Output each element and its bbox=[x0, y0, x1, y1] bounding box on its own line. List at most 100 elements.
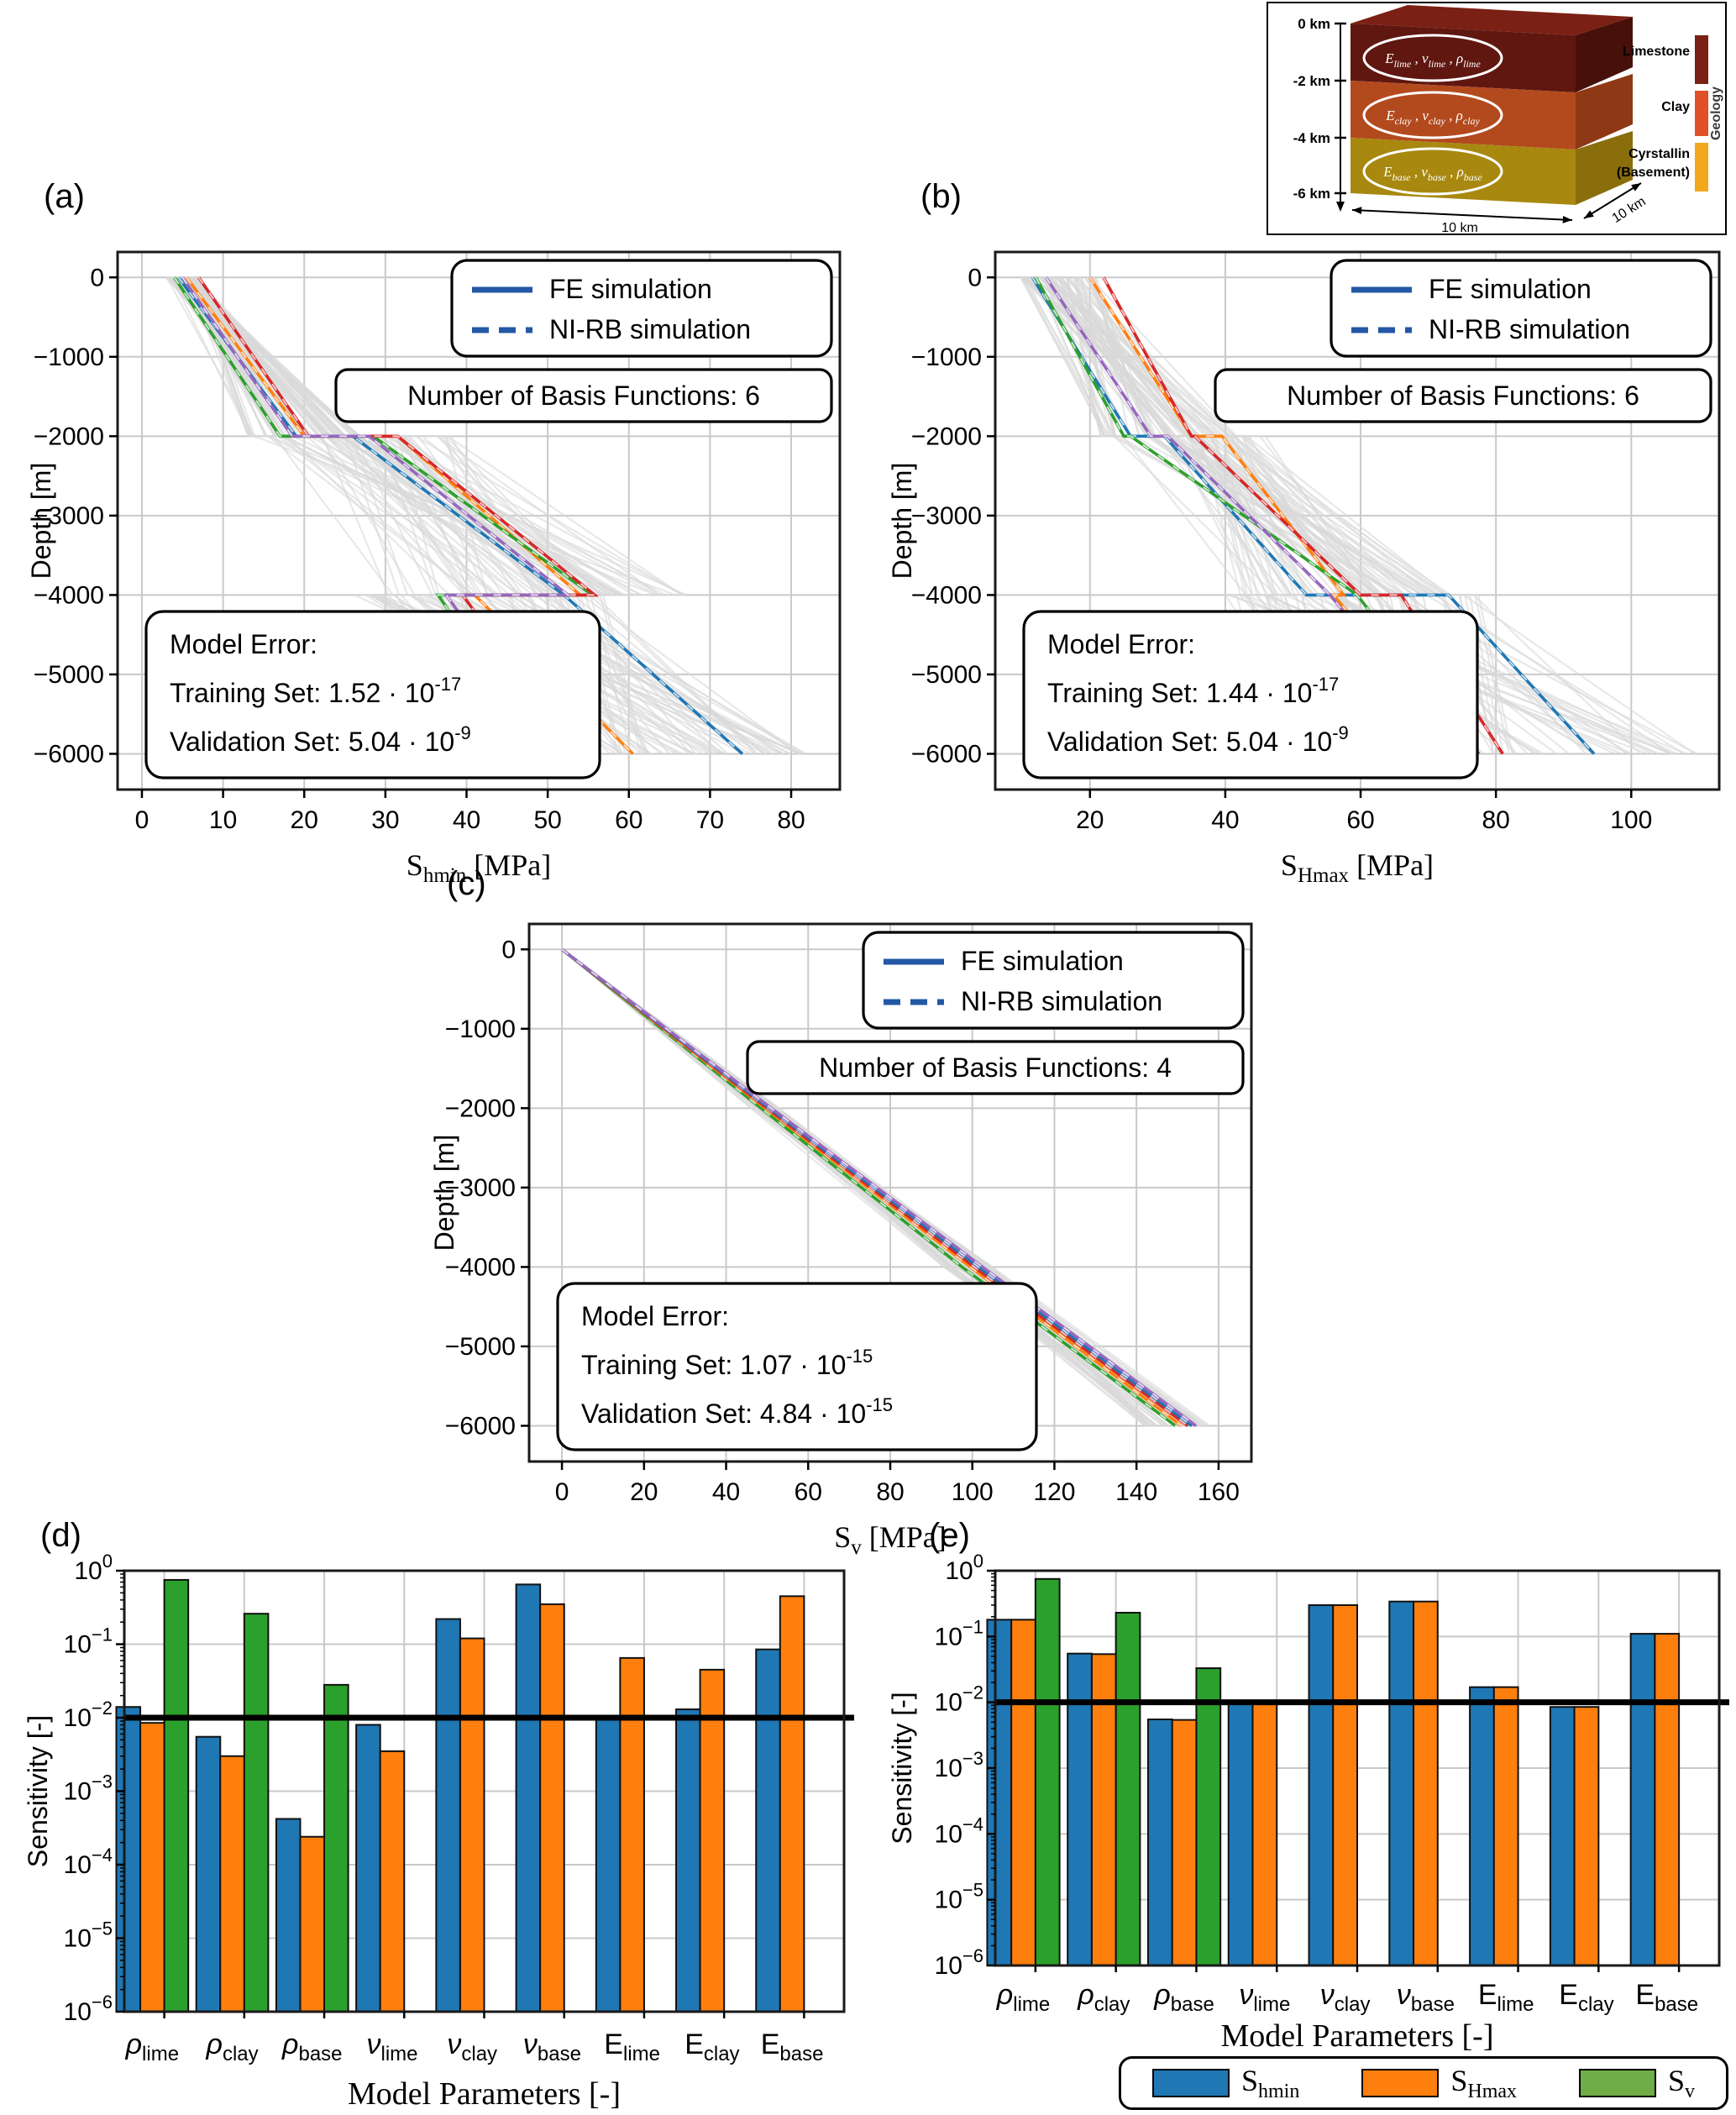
bar-S_hmin-ν_base bbox=[515, 1583, 542, 2013]
bar-S_hmin-ν_clay bbox=[435, 1618, 461, 2013]
bar-S_hmin-ρ_base bbox=[1146, 1719, 1173, 1967]
chart-panel-b: 20 40 60 80 100 0 −1000 −2000 −3000 −4000 −5000 −60… bbox=[886, 143, 1736, 882]
bar-S_hmin-E_lime bbox=[1469, 1686, 1495, 1966]
basis-functions-box: Number of Basis Functions: 4 bbox=[746, 1040, 1245, 1095]
panel-label-e: (e) bbox=[929, 1517, 970, 1554]
bar-S_v-ρ_lime bbox=[163, 1578, 190, 2013]
svg-text:40: 40 bbox=[1211, 806, 1239, 834]
svg-text:80: 80 bbox=[777, 806, 805, 834]
svg-text:Training Set: 1.52 · 10-17: Training Set: 1.52 · 10-17 bbox=[170, 674, 461, 708]
svg-text:Validation Set: 4.84 · 10-15: Validation Set: 4.84 · 10-15 bbox=[581, 1394, 893, 1429]
x-axis-label: Model Parameters [-] bbox=[1221, 2018, 1494, 2054]
svg-text:10−3: 10−3 bbox=[935, 1748, 983, 1782]
svg-text:νbase: νbase bbox=[523, 2028, 581, 2065]
axes: 20 40 60 80 100 0 −1000 −2000 −3000 −4000 −5000 −60… bbox=[911, 264, 1653, 834]
svg-text:10−1: 10−1 bbox=[64, 1624, 113, 1659]
svg-text:NI-RB simulation: NI-RB simulation bbox=[961, 986, 1162, 1016]
svg-text:Limestone: Limestone bbox=[1623, 45, 1690, 59]
stress-legend: Shmin SHmax Sv bbox=[1119, 2056, 1728, 2110]
panel-label-d: (d) bbox=[40, 1517, 81, 1554]
svg-text:30: 30 bbox=[371, 806, 399, 834]
svg-text:40: 40 bbox=[453, 806, 480, 834]
bar-S_Hmax-ν_base bbox=[539, 1603, 565, 2013]
svg-text:Model Error:: Model Error: bbox=[1047, 629, 1195, 659]
svg-text:160: 160 bbox=[1198, 1478, 1240, 1506]
svg-text:80: 80 bbox=[876, 1478, 904, 1506]
svg-text:−2000: −2000 bbox=[911, 422, 982, 450]
svg-text:νlime: νlime bbox=[366, 2028, 417, 2065]
chart-panel-c: 0 20 40 60 80 100 120 140 160 0 −1000 −2000 −3000 −40… bbox=[428, 863, 1319, 1562]
bar-S_hmin-E_base bbox=[1629, 1633, 1656, 1966]
svg-text:10−4: 10−4 bbox=[935, 1813, 983, 1848]
y-axis-label: Sensitivity [-] bbox=[25, 1715, 53, 1867]
bar-S_Hmax-E_clay bbox=[1573, 1706, 1600, 1966]
bar-S_Hmax-ρ_lime bbox=[1010, 1619, 1036, 1967]
panel-label-a: (a) bbox=[44, 178, 85, 215]
geology-legend-title: Geology bbox=[1709, 87, 1723, 140]
legend-box: FE simulation NI-RB simulation bbox=[450, 259, 833, 358]
geology-inset: Elime , νlime , ρlime Eclay , νclay , ρcl… bbox=[1267, 2, 1727, 235]
y-axis-label: Depth [m] bbox=[887, 463, 917, 580]
nirb-line-sample-orange bbox=[186, 276, 634, 755]
svg-text:10: 10 bbox=[209, 806, 237, 834]
x-axis-label: SHmax [MPa] bbox=[1281, 848, 1434, 882]
layer-ellipse-0 bbox=[1362, 34, 1503, 82]
svg-text:−6000: −6000 bbox=[911, 740, 982, 768]
layer-params-0: Elime , νlime , ρlime bbox=[1384, 50, 1481, 70]
svg-text:−3000: −3000 bbox=[445, 1174, 516, 1202]
svg-text:−4000: −4000 bbox=[34, 581, 104, 609]
svg-text:0: 0 bbox=[501, 936, 516, 963]
y-axis-label: Depth [m] bbox=[429, 1135, 459, 1252]
svg-text:100: 100 bbox=[945, 1551, 983, 1585]
svg-text:10−5: 10−5 bbox=[935, 1880, 983, 1914]
svg-text:10−6: 10−6 bbox=[935, 1945, 983, 1980]
svg-text:Eclay: Eclay bbox=[1559, 1979, 1613, 2016]
legend-item-shmin: Shmin bbox=[1151, 2063, 1299, 2103]
svg-text:10−2: 10−2 bbox=[935, 1682, 983, 1717]
legend-box: FE simulation NI-RB simulation bbox=[1330, 259, 1712, 358]
svg-text:10−4: 10−4 bbox=[64, 1845, 113, 1879]
svg-text:ρlime: ρlime bbox=[125, 2028, 180, 2065]
bar-S_hmin-ρ_lime bbox=[986, 1619, 1013, 1967]
svg-text:120: 120 bbox=[1033, 1478, 1075, 1506]
svg-text:0: 0 bbox=[968, 264, 982, 291]
model-error-box: Model Error: Training Set: 1.52 · 10-17 Va… bbox=[144, 610, 601, 779]
svg-text:60: 60 bbox=[615, 806, 642, 834]
svg-text:50: 50 bbox=[533, 806, 561, 834]
svg-text:−5000: −5000 bbox=[911, 661, 982, 689]
svg-text:20: 20 bbox=[291, 806, 318, 834]
svg-text:Elime: Elime bbox=[604, 2028, 660, 2065]
svg-text:νclay: νclay bbox=[1320, 1979, 1371, 2016]
svg-text:100: 100 bbox=[74, 1551, 113, 1585]
shmin-swatch bbox=[1151, 2069, 1230, 2097]
svg-text:FE simulation: FE simulation bbox=[961, 946, 1124, 976]
svg-text:−6000: −6000 bbox=[445, 1412, 516, 1440]
bar-S_hmin-ρ_lime bbox=[115, 1706, 142, 2013]
svg-text:ρbase: ρbase bbox=[281, 2028, 343, 2065]
bar-S_Hmax-ρ_clay bbox=[219, 1755, 245, 2013]
legend-box: FE simulation NI-RB simulation bbox=[862, 931, 1245, 1030]
model-error-box: Model Error: Training Set: 1.07 · 10-15 Va… bbox=[556, 1282, 1038, 1451]
chart-panel-a: 0 10 20 30 40 50 60 70 80 0 −1000 −2000 −3000 −4000 −5… bbox=[25, 143, 873, 882]
svg-text:20: 20 bbox=[1076, 806, 1104, 834]
bar-S_v-ρ_clay bbox=[243, 1613, 270, 2013]
svg-text:FE simulation: FE simulation bbox=[1429, 274, 1592, 304]
svg-text:Ebase: Ebase bbox=[761, 2028, 824, 2065]
bar-S_Hmax-E_lime bbox=[1492, 1686, 1519, 1966]
bar-S_Hmax-ν_lime bbox=[1251, 1700, 1278, 1966]
bar-S_hmin-E_base bbox=[755, 1648, 781, 2013]
svg-text:Number of Basis Functions: 6: Number of Basis Functions: 6 bbox=[1287, 380, 1639, 411]
inset-depth-axis: 0 km -2 km -4 km -6 km bbox=[1293, 16, 1346, 212]
svg-text:-4 km: -4 km bbox=[1293, 130, 1330, 146]
bar-S_hmin-E_clay bbox=[675, 1708, 701, 2013]
shmax-swatch bbox=[1361, 2069, 1440, 2097]
svg-text:−4000: −4000 bbox=[911, 581, 982, 609]
svg-text:−2000: −2000 bbox=[34, 422, 104, 450]
svg-text:−4000: −4000 bbox=[445, 1253, 516, 1281]
axes: 0 10 20 30 40 50 60 70 80 0 −1000 −2000 −3000 −4000 −5… bbox=[34, 264, 805, 834]
sensitivity-bars-d: 100 10−1 10−2 10−3 10−4 10−5 10−6 ρlime ρclay ρba… bbox=[25, 1551, 854, 2112]
bar-S_Hmax-E_base bbox=[1654, 1633, 1681, 1966]
bar-S_Hmax-ν_clay bbox=[1332, 1603, 1358, 1966]
svg-text:νlime: νlime bbox=[1239, 1979, 1290, 2016]
svg-text:−6000: −6000 bbox=[34, 740, 104, 768]
